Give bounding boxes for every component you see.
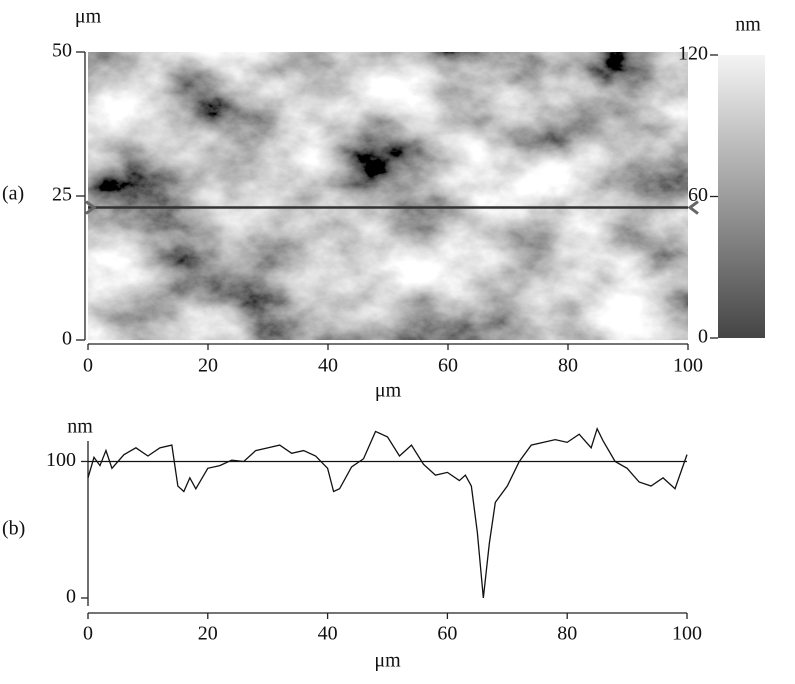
afm-image	[88, 52, 688, 340]
y-tick-label: 0	[62, 328, 72, 350]
x-tick-label: 20	[198, 355, 218, 377]
profile-marker	[687, 200, 699, 215]
x-tick-label: 100	[673, 355, 703, 377]
profile-marker	[85, 200, 97, 215]
panel-label: (a)	[2, 183, 24, 205]
y-axis-label: nm	[67, 416, 93, 438]
profile-trace	[87, 426, 688, 599]
x-tick-label: 60	[438, 355, 458, 377]
y-tick-label: 100	[46, 449, 76, 471]
colorbar	[718, 55, 765, 338]
x-tick-label: 80	[558, 355, 578, 377]
x-axis-label: μm	[374, 650, 401, 672]
colorbar-tick-label: 60	[688, 184, 708, 206]
x-tick-label: 0	[83, 623, 93, 645]
colorbar-label: nm	[735, 14, 761, 36]
y-axis-label: μm	[75, 6, 102, 28]
colorbar-tick-label: 0	[698, 326, 708, 348]
x-tick-label: 20	[198, 623, 218, 645]
y-tick-label: 0	[66, 586, 76, 608]
y-tick-label: 50	[52, 40, 72, 62]
x-tick-label: 40	[318, 623, 338, 645]
y-tick-label: 25	[52, 184, 72, 206]
x-tick-label: 40	[318, 355, 338, 377]
panel-label: (b)	[2, 518, 25, 540]
x-tick-label: 0	[83, 355, 93, 377]
x-tick-label: 100	[672, 623, 702, 645]
x-tick-label: 60	[437, 623, 457, 645]
colorbar-tick-label: 120	[678, 43, 708, 65]
x-tick-label: 80	[557, 623, 577, 645]
x-axis-label: μm	[375, 380, 402, 402]
